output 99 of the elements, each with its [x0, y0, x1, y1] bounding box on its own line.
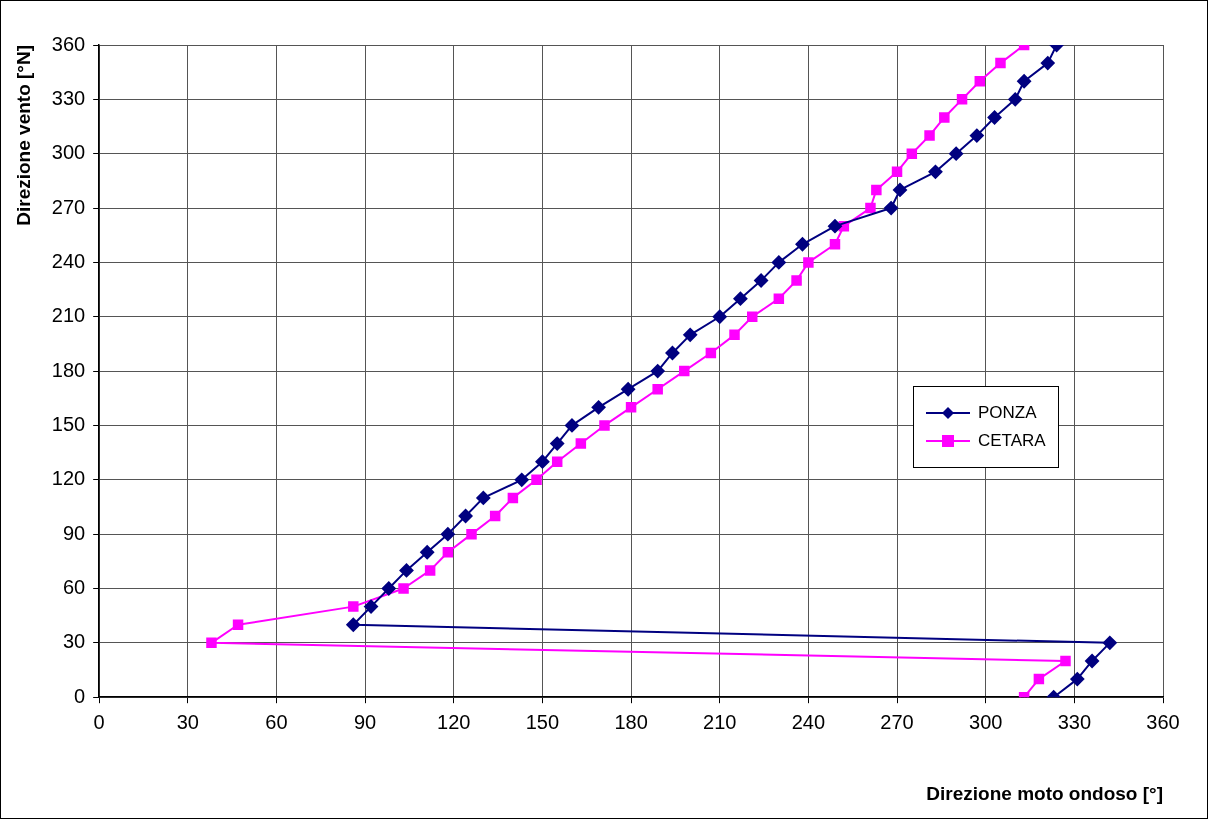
- point: [712, 309, 727, 324]
- point: [827, 219, 842, 234]
- point: [974, 75, 986, 87]
- point: [650, 364, 665, 379]
- point: [381, 581, 396, 596]
- point: [754, 273, 769, 288]
- point: [232, 619, 244, 630]
- y-tick-label: 60: [62, 576, 86, 599]
- y-tick-label: 240: [51, 249, 86, 272]
- y-axis-title: Direzione vento [°N]: [12, 45, 34, 226]
- point: [1040, 56, 1055, 71]
- point: [1008, 92, 1023, 107]
- point: [705, 347, 717, 359]
- x-tick-label: 0: [93, 710, 105, 733]
- point: [773, 293, 785, 304]
- point: [550, 436, 565, 451]
- point: [535, 454, 550, 469]
- point: [514, 472, 529, 487]
- point: [795, 237, 810, 252]
- y-tick-label: 330: [51, 86, 86, 109]
- point: [440, 527, 455, 542]
- point: [829, 239, 841, 250]
- x-tick-label: 90: [354, 710, 377, 733]
- point: [575, 438, 587, 449]
- x-tick-label: 210: [703, 710, 737, 733]
- point: [871, 184, 882, 196]
- point: [531, 474, 542, 486]
- point: [599, 420, 610, 431]
- point: [346, 617, 361, 632]
- point: [652, 383, 663, 395]
- point: [507, 492, 519, 504]
- x-tick-label: 240: [791, 710, 826, 733]
- x-tick-label: 330: [1057, 710, 1092, 733]
- y-tick-label: 120: [51, 467, 86, 490]
- point: [476, 490, 491, 505]
- point: [987, 110, 1002, 125]
- point: [891, 166, 903, 178]
- point: [969, 128, 984, 143]
- y-tick-label: 210: [51, 304, 86, 327]
- point: [551, 456, 563, 467]
- point: [442, 547, 454, 558]
- x-tick-label: 270: [880, 710, 914, 733]
- y-tick-label: 180: [51, 358, 86, 381]
- point: [803, 257, 814, 268]
- point: [1017, 74, 1032, 89]
- point: [729, 329, 740, 341]
- point: [665, 345, 680, 360]
- y-tick-label: 300: [51, 141, 86, 164]
- point: [1102, 635, 1117, 650]
- y-tick-label: 30: [62, 630, 86, 653]
- legend-label: PONZA: [978, 403, 1037, 424]
- point: [424, 565, 436, 576]
- point: [364, 599, 379, 614]
- legend-label: CETARA: [978, 431, 1046, 452]
- point: [1033, 673, 1045, 685]
- point: [564, 418, 579, 433]
- point: [939, 112, 950, 123]
- point: [466, 528, 477, 540]
- point: [420, 545, 435, 560]
- point: [683, 327, 698, 342]
- point: [679, 365, 690, 377]
- y-tick-label: 360: [51, 32, 86, 55]
- x-tick-label: 30: [176, 710, 199, 733]
- point: [949, 146, 964, 161]
- point: [591, 400, 606, 415]
- point: [399, 563, 414, 578]
- point: [906, 148, 918, 159]
- x-axis-title: Direzione moto ondoso [°]: [926, 782, 1163, 804]
- point: [995, 57, 1006, 69]
- point: [884, 201, 899, 216]
- x-tick-label: 300: [969, 710, 1003, 733]
- x-tick-label: 60: [265, 710, 288, 733]
- x-tick-label: 120: [437, 710, 471, 733]
- point: [733, 291, 748, 306]
- point: [348, 601, 359, 612]
- y-tick-label: 150: [51, 412, 86, 435]
- point: [956, 94, 968, 105]
- point: [924, 130, 935, 141]
- point: [206, 637, 217, 649]
- point: [1060, 655, 1071, 667]
- point: [625, 402, 637, 413]
- x-tick-label: 360: [1146, 710, 1180, 733]
- point: [398, 583, 409, 594]
- point: [771, 255, 786, 270]
- x-tick-label: 150: [525, 710, 560, 733]
- point: [458, 509, 473, 524]
- point: [865, 202, 876, 214]
- point: [1070, 672, 1085, 687]
- point: [621, 382, 636, 397]
- x-tick-label: 180: [614, 710, 648, 733]
- point: [489, 510, 501, 522]
- point: [893, 182, 907, 197]
- point: [928, 164, 943, 179]
- y-tick-label: 270: [51, 195, 86, 218]
- point: [791, 275, 802, 286]
- y-tick-label: 0: [74, 684, 86, 707]
- point: [1085, 653, 1100, 668]
- point: [747, 311, 758, 322]
- y-tick-label: 90: [62, 521, 86, 544]
